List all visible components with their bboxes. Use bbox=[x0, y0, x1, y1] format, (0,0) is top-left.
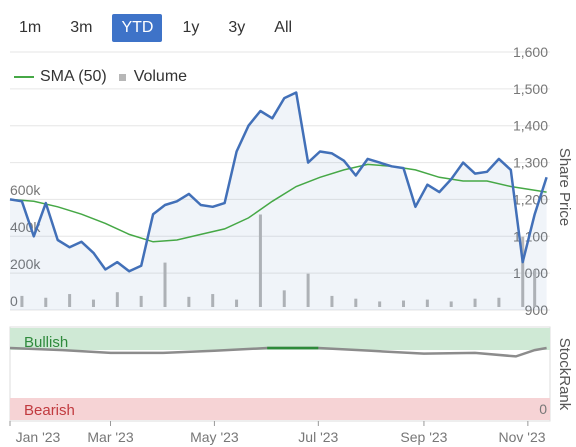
stockrank-panel: Bullish Bearish 0 bbox=[9, 326, 551, 422]
bearish-label: Bearish bbox=[24, 402, 75, 419]
bearish-band bbox=[10, 398, 550, 420]
volume-bar bbox=[115, 292, 119, 307]
volume-bar bbox=[521, 236, 525, 307]
price-area bbox=[10, 92, 547, 310]
x-tick-label: Sep '23 bbox=[400, 429, 447, 445]
bullish-band bbox=[10, 328, 550, 350]
volume-tick-label: 600k bbox=[10, 182, 41, 198]
volume-bar bbox=[306, 273, 310, 307]
sma-swatch-icon bbox=[14, 76, 34, 78]
price-tick-label: 1,600 bbox=[513, 44, 548, 60]
volume-bar bbox=[211, 294, 215, 307]
volume-bar bbox=[473, 298, 477, 307]
price-tick-label: 1,500 bbox=[513, 81, 548, 97]
volume-bar bbox=[258, 214, 262, 307]
range-3m-button[interactable]: 3m bbox=[70, 19, 93, 36]
x-tick-label: Mar '23 bbox=[87, 429, 133, 445]
volume-bar bbox=[449, 301, 453, 307]
volume-axis: 0 200k 400k 600k bbox=[10, 182, 41, 309]
rank-tick-zero: 0 bbox=[539, 401, 547, 417]
volume-tick-label: 400k bbox=[10, 219, 41, 235]
stockrank-axis-title: StockRank bbox=[556, 338, 573, 411]
volume-bar bbox=[44, 297, 48, 307]
volume-bar bbox=[91, 299, 95, 307]
volume-bar bbox=[187, 296, 191, 307]
price-tick-label: 1,300 bbox=[513, 155, 548, 171]
volume-tick-label: 0 bbox=[10, 293, 18, 309]
range-selector: 1m 3m YTD 1y 3y All bbox=[10, 14, 312, 44]
price-tick-label: 900 bbox=[525, 302, 549, 318]
share-price-axis-title: Share Price bbox=[556, 148, 573, 226]
x-tick-label: Nov '23 bbox=[498, 429, 545, 445]
volume-bar bbox=[354, 298, 358, 307]
range-all-button[interactable]: All bbox=[274, 19, 293, 36]
volume-bar bbox=[68, 294, 72, 307]
volume-bar bbox=[163, 262, 167, 307]
range-1y-button[interactable]: 1y bbox=[182, 19, 200, 36]
range-ytd-button[interactable]: YTD bbox=[112, 14, 163, 42]
x-tick-label: Jan '23 bbox=[16, 429, 61, 445]
range-3y-button[interactable]: 3y bbox=[228, 19, 246, 36]
sma-line bbox=[9, 163, 547, 243]
range-1m-button[interactable]: 1m bbox=[19, 19, 42, 36]
volume-bar bbox=[139, 295, 143, 307]
x-tick-label: May '23 bbox=[190, 429, 239, 445]
x-axis: Jan '23 Mar '23 May '23 Jul '23 Sep '23 Nov '… bbox=[9, 421, 546, 445]
volume-bar bbox=[235, 299, 239, 307]
rank-panel-border bbox=[9, 326, 551, 422]
volume-bar bbox=[497, 297, 501, 307]
legend-volume-label[interactable]: Volume bbox=[133, 68, 188, 85]
price-grid bbox=[10, 51, 550, 311]
volume-swatch-icon bbox=[118, 73, 126, 81]
volume-bar bbox=[282, 290, 286, 307]
volume-bar bbox=[425, 299, 429, 307]
volume-bar bbox=[378, 301, 382, 307]
legend-sma-label[interactable]: SMA (50) bbox=[40, 68, 107, 85]
price-line bbox=[9, 91, 548, 273]
volume-bar bbox=[533, 270, 537, 307]
volume-tick-label: 200k bbox=[10, 256, 41, 272]
volume-bar bbox=[330, 295, 334, 307]
bullish-label: Bullish bbox=[24, 334, 68, 351]
volume-bar bbox=[20, 295, 24, 307]
price-tick-label: 1,400 bbox=[513, 118, 548, 134]
x-tick-label: Jul '23 bbox=[298, 429, 338, 445]
volume-bars bbox=[20, 214, 537, 307]
legend: SMA (50) Volume bbox=[14, 68, 187, 86]
volume-bar bbox=[402, 300, 406, 307]
